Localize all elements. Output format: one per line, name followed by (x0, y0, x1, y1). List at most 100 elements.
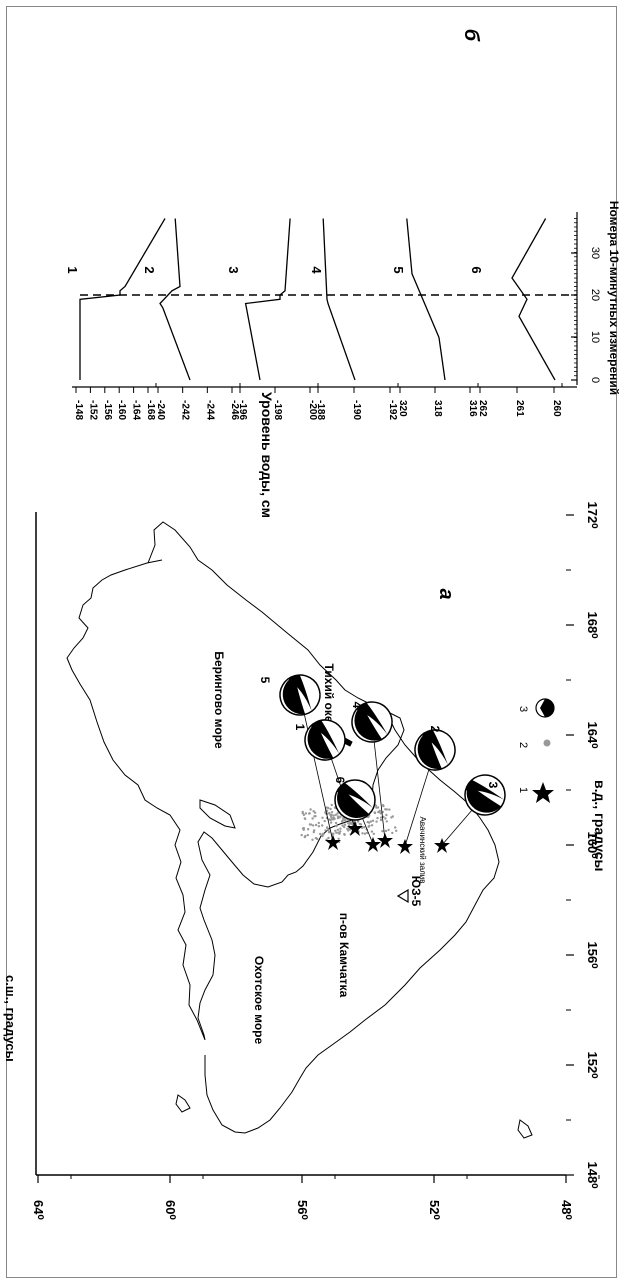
epicenter-dot (366, 820, 369, 824)
level-tick-label: -200 (307, 400, 318, 420)
epicenter-dot (313, 829, 316, 832)
epicenter-dot (329, 821, 333, 824)
epicenter-dot (326, 827, 329, 830)
water-level-trace (159, 218, 191, 381)
epicenter-dot (329, 818, 332, 821)
trace-label: 1 (65, 266, 80, 273)
epicenter-dot (384, 829, 388, 833)
epicenter-star (377, 833, 393, 848)
epicenter-dot (369, 820, 372, 823)
epicenter-dot (302, 828, 305, 831)
map-legend: 1 2 3 (517, 698, 555, 803)
epicenter-dot (325, 806, 328, 809)
epicenter-dot (313, 815, 316, 818)
epicenter-dot (356, 820, 360, 823)
legend-star-icon (532, 782, 554, 803)
trace-label: 4 (309, 266, 324, 274)
epicenter-dot (332, 832, 335, 835)
epicenter-dot (395, 829, 398, 832)
avacha-bay-label: Авачинский залив (418, 817, 427, 884)
epicenter-dot (308, 812, 311, 815)
epicenter-dot (336, 812, 339, 815)
epicenter-dot (302, 813, 306, 817)
epicenter-dot (335, 824, 338, 828)
lon-tick-label: 148⁰ (585, 1162, 600, 1190)
beachball-icon (464, 774, 506, 816)
level-tick-label: -240 (155, 400, 166, 420)
trace-label: 5 (391, 266, 406, 273)
legend-label-2: 2 (517, 742, 529, 748)
epicenter-dot (379, 818, 383, 822)
epicenter-dot (332, 814, 335, 817)
epicenter-dot (370, 824, 374, 827)
epicenter-dot (329, 813, 332, 816)
epicenter-dot (387, 828, 390, 832)
epicenter-dot (375, 820, 378, 823)
epicenter-dot (317, 821, 320, 825)
epicenter-dot (330, 803, 333, 807)
level-tick-label: -152 (87, 400, 98, 420)
epicenter-dot (317, 825, 321, 828)
time-axis-label: Номера 10-минутных измерений (607, 201, 621, 395)
level-tick-label: 316 (467, 400, 478, 417)
trace-label: 6 (469, 266, 484, 273)
epicenter-dot (321, 834, 324, 838)
epicenter-dot (384, 808, 387, 811)
kamchatka-label: п-ов Камчатка (337, 913, 351, 998)
water-level-trace (511, 218, 556, 381)
epicenter-dot (385, 820, 388, 823)
level-tick-label: -196 (237, 400, 248, 420)
epicenter-dot (378, 809, 381, 813)
epicenter-dot (371, 819, 375, 822)
lon-axis-label: в.д., градусы (592, 780, 608, 871)
epicenter-star (347, 821, 363, 836)
epicenter-dot (303, 817, 306, 820)
lat-tick-label: 60⁰ (163, 1200, 178, 1220)
epicenter-dot (301, 810, 304, 814)
lat-tick-label: 48⁰ (559, 1200, 574, 1220)
epicenter-dot (329, 807, 332, 811)
mechanism-label: 2 (428, 726, 442, 733)
level-tick-label: -244 (204, 400, 215, 420)
beachball-icon (351, 701, 393, 743)
lon-tick-label: 152⁰ (585, 1052, 600, 1080)
mechanism-leader-line (299, 694, 334, 843)
epicenter-dot (391, 831, 394, 835)
epicenter-dot (341, 819, 344, 822)
epicenter-dot (327, 831, 331, 834)
legend-beachball-icon (535, 698, 555, 718)
mechanism-label: 1 (293, 724, 307, 731)
epicenter-dot (376, 806, 380, 809)
station-marker (396, 888, 409, 904)
level-tick-label: 318 (432, 400, 443, 417)
level-tick-label: -198 (272, 400, 283, 420)
epicenter-dot (311, 838, 314, 841)
epicenter-dot (363, 826, 366, 829)
lon-ticks: 148⁰ 152⁰ 156⁰ 160⁰ 164⁰ 168⁰ 172⁰ (566, 502, 600, 1190)
level-tick-label: 260 (551, 400, 562, 417)
water-level-trace (244, 218, 291, 381)
figure-frame (6, 6, 617, 1278)
map-panel: 48⁰ 52⁰ 56⁰ 60⁰ 64⁰ 148⁰ 152⁰ 156⁰ 160⁰ 164⁰ 168⁰… (3, 502, 608, 1221)
okhotsk-sea-label: Охотское море (252, 956, 266, 1045)
epicenter-dot (304, 834, 307, 838)
mechanism-label: 4 (350, 702, 364, 709)
lon-tick-label: 160⁰ (585, 832, 600, 860)
water-level-traces: 1 2 3 4 5 6 (65, 218, 556, 381)
time-ticks: 0 10 20 30 (571, 218, 601, 383)
trace-label: 3 (226, 266, 241, 273)
mechanism-label: 6 (333, 777, 347, 784)
epicenter-dot (339, 815, 342, 818)
epicenter-dot (337, 837, 340, 840)
epicenter-star (325, 835, 341, 850)
epicenter-dot (327, 829, 330, 832)
time-tick-label: 10 (589, 331, 601, 343)
epicenter-dot (358, 822, 362, 826)
water-level-panel: б 0 10 20 30 Номера 10-минутных измерений У… (65, 29, 621, 518)
lat-ticks: 48⁰ 52⁰ 56⁰ 60⁰ 64⁰ (31, 1175, 600, 1220)
epicenter-dot (384, 817, 387, 820)
shantar-islands (175, 1094, 191, 1113)
time-tick-label: 30 (589, 247, 601, 259)
level-tick-label: -242 (180, 400, 191, 420)
trace-label: 2 (142, 266, 157, 273)
